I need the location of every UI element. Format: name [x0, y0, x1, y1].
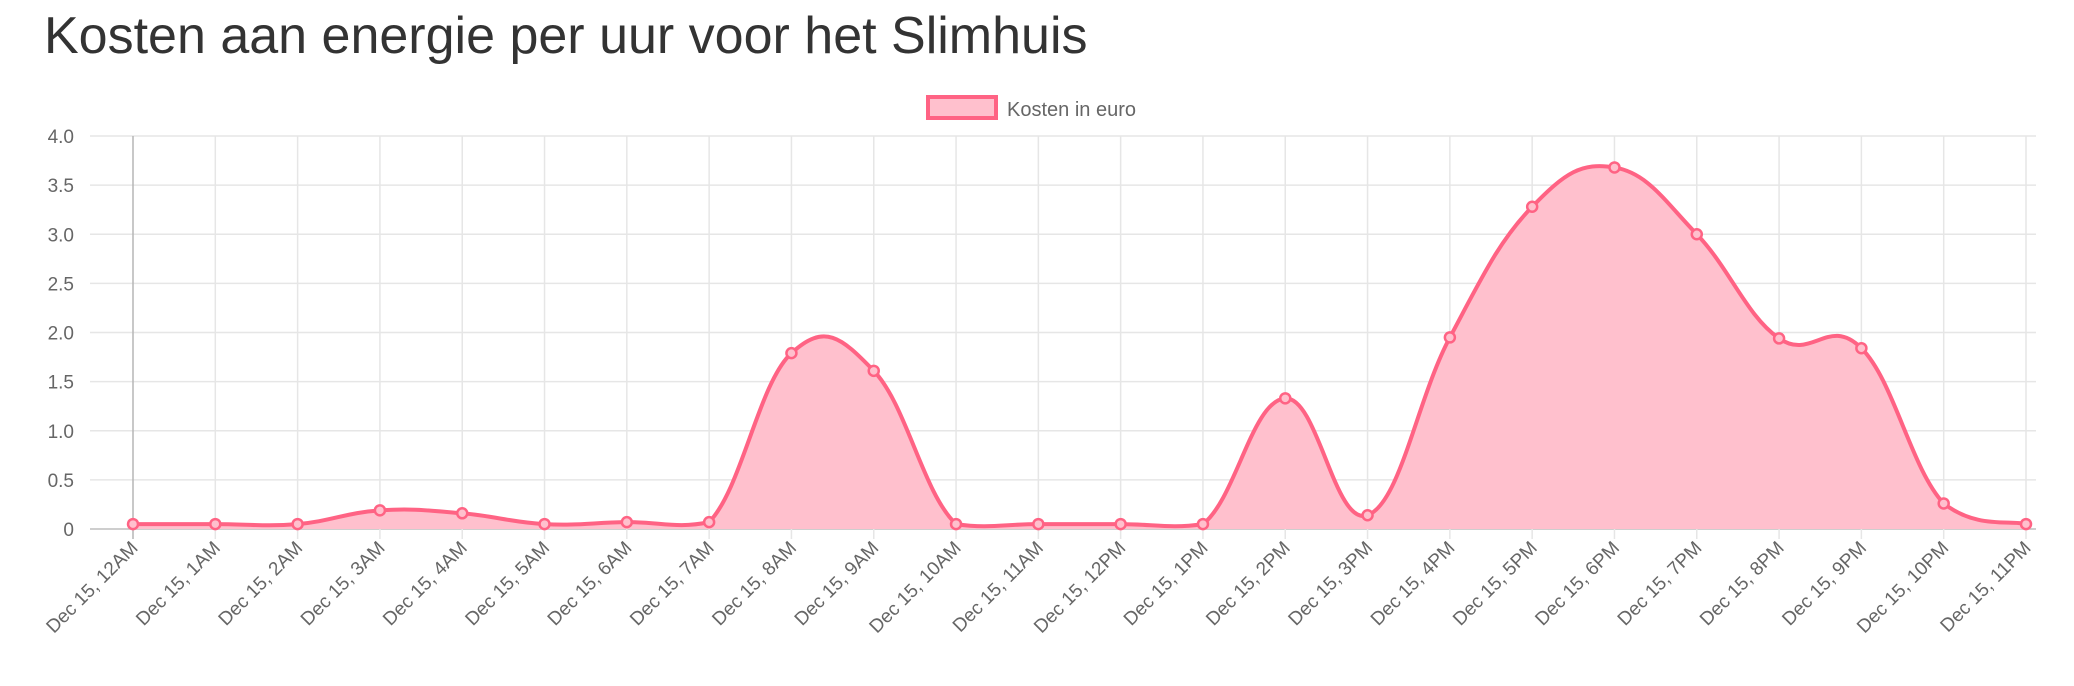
x-tick-label: Dec 15, 4AM	[379, 538, 472, 631]
data-point[interactable]	[1361, 508, 1374, 522]
x-tick-label: Dec 15, 8AM	[708, 538, 801, 631]
legend-swatch[interactable]	[926, 95, 998, 120]
x-tick-label: Dec 15, 5PM	[1449, 538, 1542, 631]
series-line	[133, 164, 2027, 529]
chart-area-layer	[133, 164, 2027, 529]
y-tick-label: 0	[63, 520, 74, 541]
data-point[interactable]	[620, 515, 634, 529]
data-point[interactable]	[1937, 497, 1950, 510]
x-tick-label: Dec 15, 1AM	[132, 538, 225, 631]
chart-legend[interactable]: Kosten in euro	[926, 95, 1136, 121]
data-point[interactable]	[949, 517, 963, 531]
data-point[interactable]	[1772, 332, 1786, 345]
y-tick-label: 3.5	[48, 176, 74, 197]
data-point[interactable]	[1690, 228, 1704, 241]
data-point[interactable]	[867, 364, 880, 378]
x-tick-label: Dec 15, 8PM	[1696, 538, 1789, 631]
y-tick-label: 0.5	[48, 471, 74, 492]
x-tick-label: Dec 15, 2AM	[215, 538, 308, 631]
data-point[interactable]	[1608, 161, 1621, 174]
data-point[interactable]	[126, 517, 140, 531]
x-tick-label: Dec 15, 1PM	[1120, 538, 1213, 631]
data-point[interactable]	[1196, 517, 1210, 531]
data-point[interactable]	[1032, 517, 1045, 531]
data-point[interactable]	[702, 515, 716, 529]
data-point[interactable]	[291, 517, 304, 531]
data-point[interactable]	[2019, 517, 2033, 531]
legend-label[interactable]: Kosten in euro	[1007, 99, 1136, 121]
data-point[interactable]	[1525, 200, 1539, 213]
data-point[interactable]	[538, 517, 551, 531]
y-tick-label: 3.0	[48, 225, 74, 246]
x-tick-label: Dec 15, 3AM	[297, 538, 390, 631]
x-tick-label: Dec 15, 9AM	[791, 538, 884, 631]
data-point[interactable]	[455, 507, 469, 520]
data-point[interactable]	[1279, 392, 1292, 405]
y-tick-label: 2.0	[48, 324, 74, 345]
chart-points	[126, 161, 2033, 531]
x-tick-label: Dec 15, 6AM	[544, 538, 637, 631]
x-tick-label: Dec 15, 12AM	[43, 538, 143, 638]
data-point[interactable]	[1855, 341, 1868, 355]
x-tick-label: Dec 15, 3PM	[1285, 538, 1378, 631]
x-tick-label: Dec 15, 4PM	[1367, 538, 1460, 631]
x-tick-label: Dec 15, 7AM	[626, 538, 719, 631]
y-tick-label: 4.0	[48, 127, 74, 148]
y-axis-ticks: 0 0.5 1.0 1.5 2.0 2.5 3.0 3.5 4.0	[48, 127, 74, 541]
x-tick-label: Dec 15, 2PM	[1202, 538, 1295, 631]
y-tick-label: 1.5	[48, 373, 74, 394]
chart-grid	[90, 135, 2036, 539]
page-title: Kosten aan energie per uur voor het Slim…	[44, 7, 1088, 65]
data-point[interactable]	[1114, 517, 1127, 531]
data-point[interactable]	[373, 504, 387, 517]
x-tick-label: Dec 15, 6PM	[1532, 538, 1625, 631]
data-point[interactable]	[785, 346, 798, 360]
x-tick-label: Dec 15, 9PM	[1778, 538, 1871, 631]
data-point[interactable]	[1443, 331, 1457, 344]
y-tick-label: 2.5	[48, 274, 74, 295]
data-point[interactable]	[209, 517, 222, 531]
x-tick-label: Dec 15, 7PM	[1614, 538, 1707, 631]
y-tick-label: 1.0	[48, 422, 74, 443]
series-area-fill	[133, 166, 2026, 529]
x-tick-label: Dec 15, 5AM	[462, 538, 555, 631]
